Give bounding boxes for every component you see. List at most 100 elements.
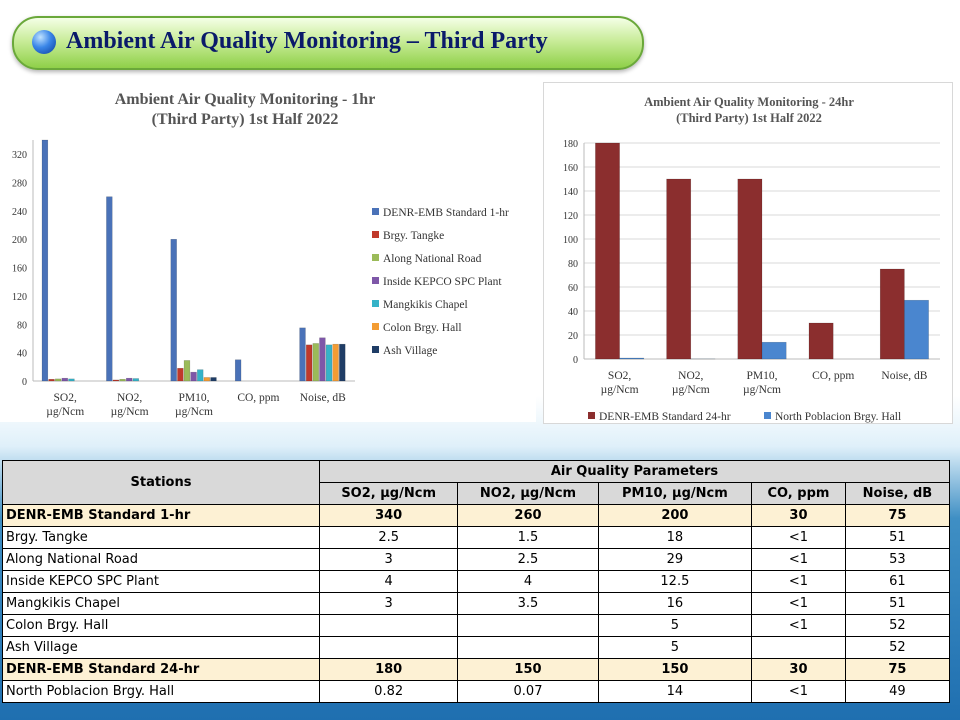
- station-name: Inside KEPCO SPC Plant: [2, 570, 320, 593]
- station-name: Colon Brgy. Hall: [2, 614, 320, 637]
- station-name: Mangkikis Chapel: [2, 592, 320, 615]
- table-row: North Poblacion Brgy. Hall 0.82 0.07 14 <1 49: [2, 680, 951, 703]
- station-name: DENR-EMB Standard 24-hr: [2, 658, 320, 681]
- table-cell: 29: [597, 548, 753, 571]
- table-cell: <1: [751, 680, 846, 703]
- table-cell: 3: [318, 548, 459, 571]
- chart-title: Ambient Air Quality Monitoring - 24hr (Th…: [644, 95, 854, 125]
- legend-label: Colon Brgy. Hall: [383, 322, 462, 334]
- table-cell: 53: [844, 548, 951, 571]
- table-cell: 3.5: [457, 592, 599, 615]
- column-header: Noise, dB: [844, 482, 951, 505]
- table-cell: <1: [751, 570, 846, 593]
- table-cell: 2.5: [318, 526, 459, 549]
- table-row: Colon Brgy. Hall 5 <1 52: [2, 614, 951, 637]
- air-quality-table: Stations Air Quality Parameters SO2, µg/…: [2, 460, 951, 703]
- y-tick-label: 0: [22, 377, 27, 388]
- column-header: NO2, µg/Ncm: [457, 482, 599, 505]
- bar: [737, 178, 763, 360]
- table-row: DENR-EMB Standard 24-hr 180 150 150 30 75: [2, 658, 951, 681]
- table-cell: 51: [844, 526, 951, 549]
- bar: [234, 359, 242, 382]
- table-row: Ash Village 5 52: [2, 636, 951, 659]
- bar: [339, 343, 346, 382]
- bar: [312, 343, 319, 382]
- page-title: Ambient Air Quality Monitoring – Third P…: [66, 28, 548, 54]
- legend-swatch: [372, 323, 379, 330]
- y-tick-label: 240: [12, 207, 27, 218]
- y-tick-label: 40: [17, 349, 27, 360]
- table-cell: 4: [457, 570, 599, 593]
- table-cell: 3: [318, 592, 459, 615]
- bar: [595, 142, 620, 360]
- bar: [106, 196, 113, 382]
- table-cell: 52: [844, 614, 951, 637]
- legend-swatch: [588, 412, 595, 419]
- bar: [132, 378, 139, 382]
- bar: [177, 367, 184, 382]
- table-row: Brgy. Tangke 2.5 1.5 18 <1 51: [2, 526, 951, 549]
- table-cell: 260: [457, 504, 599, 527]
- table-cell: 75: [844, 658, 951, 681]
- table-cell: <1: [751, 592, 846, 615]
- table-cell: 51: [844, 592, 951, 615]
- y-tick-label: 120: [563, 211, 578, 222]
- table-cell: 340: [318, 504, 459, 527]
- bar: [904, 299, 929, 360]
- chart-1hr: Ambient Air Quality Monitoring - 1hr (Thi…: [12, 91, 509, 418]
- bar: [197, 369, 204, 382]
- table-cell: 1.5: [457, 526, 599, 549]
- bar: [332, 343, 339, 382]
- y-tick-label: 100: [563, 235, 578, 246]
- bar: [119, 378, 126, 382]
- table-cell: 52: [844, 636, 951, 659]
- bar: [126, 377, 133, 382]
- y-tick-label: 140: [563, 187, 578, 198]
- table-cell: 150: [597, 658, 753, 681]
- legend-label: Mangkikis Chapel: [383, 299, 468, 311]
- table-cell: <1: [751, 614, 846, 637]
- y-tick-label: 40: [568, 307, 578, 318]
- table-cell: 150: [457, 658, 599, 681]
- column-header: SO2, µg/Ncm: [318, 482, 459, 505]
- bar: [41, 139, 49, 382]
- x-tick-label: CO, ppm: [237, 392, 279, 404]
- table-cell: 0.07: [457, 680, 599, 703]
- table-cell: 49: [844, 680, 951, 703]
- bar: [325, 344, 333, 382]
- table-row: Inside KEPCO SPC Plant 4 4 12.5 <1 61: [2, 570, 951, 593]
- bar: [183, 360, 191, 382]
- legend-label: DENR-EMB Standard 1-hr: [383, 207, 509, 219]
- legend-swatch: [372, 300, 379, 307]
- y-tick-label: 160: [12, 264, 27, 275]
- bar: [305, 344, 313, 382]
- column-header: PM10, µg/Ncm: [597, 482, 753, 505]
- table-cell: [318, 636, 459, 659]
- table-cell: 75: [844, 504, 951, 527]
- y-tick-label: 80: [568, 259, 578, 270]
- chart-title: Ambient Air Quality Monitoring - 1hr (Thi…: [115, 91, 376, 128]
- x-tick-label: SO2, µg/Ncm: [46, 392, 84, 418]
- x-tick-label: NO2, µg/Ncm: [672, 370, 710, 396]
- y-tick-label: 280: [12, 179, 27, 190]
- table-cell: [751, 636, 846, 659]
- bar: [55, 378, 62, 382]
- legend-label: Brgy. Tangke: [383, 230, 444, 242]
- table-cell: 16: [597, 592, 753, 615]
- legend-swatch: [764, 412, 771, 419]
- table-cell: 14: [597, 680, 753, 703]
- chart-24hr-panel: Ambient Air Quality Monitoring - 24hr (Th…: [543, 82, 953, 424]
- legend-swatch: [372, 254, 379, 261]
- y-tick-label: 200: [12, 235, 27, 246]
- table-cell: 0.82: [318, 680, 459, 703]
- legend-label: North Poblacion Brgy. Hall: [775, 411, 901, 423]
- table-cell: 5: [597, 636, 753, 659]
- x-tick-label: Noise, dB: [300, 392, 346, 404]
- stations-header: Stations: [2, 460, 320, 505]
- table-row: Mangkikis Chapel 3 3.5 16 <1 51: [2, 592, 951, 615]
- column-header: CO, ppm: [751, 482, 846, 505]
- table-cell: 30: [751, 504, 846, 527]
- table-row: DENR-EMB Standard 1-hr 340 260 200 30 75: [2, 504, 951, 527]
- chart-24hr: Ambient Air Quality Monitoring - 24hr (Th…: [563, 95, 940, 423]
- legend-swatch: [372, 231, 379, 238]
